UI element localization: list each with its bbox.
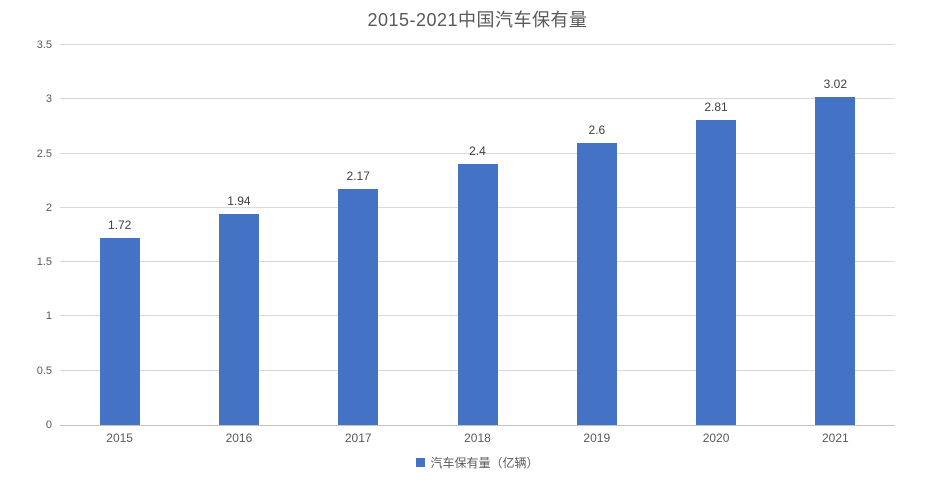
x-tick-label-2020: 2020 xyxy=(702,431,730,445)
x-axis-line xyxy=(60,425,895,426)
gridline xyxy=(60,98,895,100)
plot-area: 1.72 1.94 2.17 2.4 2.6 2.81 3.02 xyxy=(60,44,895,426)
legend-label: 汽车保有量（亿辆） xyxy=(430,456,539,470)
chart-title: 2015-2021中国汽车保有量 xyxy=(367,10,588,30)
data-label-2018: 2.4 xyxy=(469,144,486,159)
bar-2019 xyxy=(576,142,617,425)
y-tick-label: 0.5 xyxy=(36,364,52,377)
bar-2016 xyxy=(218,214,259,425)
bar-2021 xyxy=(815,97,856,425)
bar-2015 xyxy=(99,238,140,425)
legend: 汽车保有量（亿辆） xyxy=(60,454,895,471)
bar-2017 xyxy=(338,189,379,425)
x-tick-label-2016: 2016 xyxy=(225,431,253,445)
data-label-2015: 1.72 xyxy=(107,218,132,233)
gridline xyxy=(60,152,895,154)
y-tick-label: 3.5 xyxy=(36,39,52,51)
x-tick-label-2021: 2021 xyxy=(821,431,849,445)
x-axis: 2015 2016 2017 2018 2019 2020 2021 xyxy=(60,431,895,447)
data-label-2019: 2.6 xyxy=(588,122,606,137)
data-label-2021: 3.02 xyxy=(823,77,848,92)
y-tick-label: 0 xyxy=(45,419,52,431)
bar-2020 xyxy=(696,119,737,425)
x-tick-label-2018: 2018 xyxy=(464,431,491,445)
y-tick-label: 3 xyxy=(45,93,52,106)
x-tick-label-2017: 2017 xyxy=(344,431,372,445)
gridline xyxy=(60,44,895,45)
data-label-2016: 1.94 xyxy=(227,194,251,209)
y-tick-label: 1 xyxy=(45,310,52,323)
y-tick-label: 1.5 xyxy=(36,256,52,269)
data-label-2017: 2.17 xyxy=(346,169,370,184)
y-tick-label: 2 xyxy=(45,201,52,214)
x-tick-label-2019: 2019 xyxy=(583,431,611,445)
data-label-2020: 2.81 xyxy=(704,99,728,114)
y-axis: 0 0.5 1 1.5 2 2.5 3 3.5 xyxy=(0,39,52,431)
legend-marker-icon xyxy=(416,458,426,467)
bar-2018 xyxy=(457,164,498,425)
x-tick-label-2015: 2015 xyxy=(106,431,133,445)
y-tick-label: 2.5 xyxy=(36,147,52,160)
